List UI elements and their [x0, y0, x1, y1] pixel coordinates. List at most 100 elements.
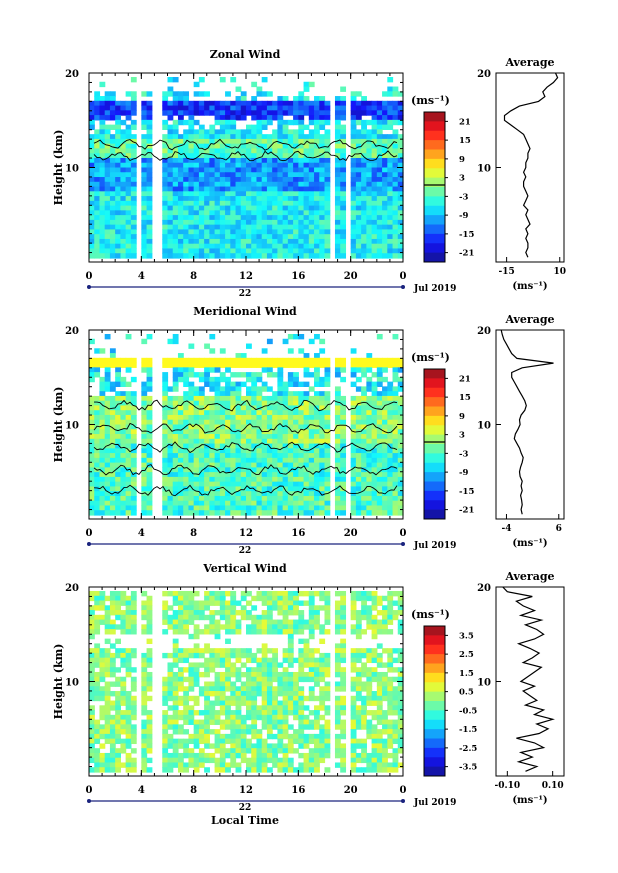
heatmap-cell: [272, 177, 278, 183]
heatmap-cell: [361, 700, 367, 706]
heatmap-cell: [272, 648, 278, 654]
heatmap-cell: [125, 410, 132, 416]
heatmap-cell: [183, 453, 190, 459]
heatmap-cell: [371, 595, 378, 602]
heatmap-cell: [89, 495, 95, 502]
heatmap-cell: [240, 148, 247, 154]
heatmap-cell: [209, 100, 216, 107]
heatmap-cell: [319, 700, 326, 706]
heatmap-cell: [177, 419, 184, 426]
heatmap-cell: [392, 676, 399, 683]
heatmap-cell: [314, 614, 320, 621]
heatmap-cell: [146, 100, 153, 107]
heatmap-cell: [99, 391, 106, 397]
heatmap-cell: [366, 676, 373, 683]
heatmap-cell: [219, 167, 226, 173]
heatmap-cell: [293, 143, 299, 150]
heatmap-cell: [392, 219, 399, 226]
heatmap-cell: [334, 153, 341, 159]
heatmap-cell: [303, 86, 310, 92]
heatmap-cell: [246, 177, 252, 183]
heatmap-cell: [120, 591, 127, 597]
heatmap-cell: [272, 391, 278, 397]
heatmap-cell: [392, 91, 399, 97]
heatmap-cell: [172, 138, 179, 145]
heatmap-cell: [350, 414, 357, 421]
heatmap-cell: [324, 243, 331, 250]
heatmap-cell: [287, 162, 294, 169]
heatmap-cell: [282, 714, 289, 721]
heatmap-cell: [104, 510, 111, 516]
heatmap-cell: [120, 405, 127, 411]
heatmap-cell: [94, 191, 101, 197]
heatmap-cell: [355, 648, 362, 654]
heatmap-cell: [293, 510, 299, 516]
heatmap-cell: [183, 196, 190, 202]
heatmap-cell: [287, 681, 294, 687]
heatmap-cell: [324, 667, 331, 673]
heatmap-cell: [109, 143, 116, 150]
heatmap-cell: [251, 676, 258, 683]
heatmap-cell: [298, 614, 305, 621]
heatmap-cell: [89, 105, 95, 111]
heatmap-cell: [272, 629, 278, 635]
heatmap-cell: [177, 186, 184, 192]
heatmap-cell: [204, 362, 210, 368]
heatmap-cell: [340, 405, 347, 411]
heatmap-cell: [392, 157, 399, 164]
heatmap-cell: [397, 167, 404, 173]
heatmap-cell: [214, 462, 221, 468]
heatmap-cell: [371, 234, 378, 240]
heatmap-cell: [340, 434, 347, 440]
heatmap-cell: [104, 491, 111, 497]
heatmap-cell: [272, 419, 278, 426]
heatmap-cell: [246, 710, 252, 716]
heatmap-cell: [130, 710, 137, 716]
heatmap-cell: [104, 162, 111, 169]
heatmap-cell: [130, 410, 137, 416]
heatmap-cell: [308, 253, 315, 259]
heatmap-cell: [146, 419, 153, 426]
heatmap-cell: [314, 381, 320, 387]
heatmap-cell: [183, 434, 190, 440]
heatmap-cell: [314, 234, 320, 240]
heatmap-cell: [104, 186, 111, 192]
heatmap-cell: [172, 662, 179, 668]
heatmap-cell: [141, 200, 148, 207]
heatmap-cell: [371, 462, 378, 468]
heatmap-cell: [240, 243, 247, 250]
heatmap-cell: [261, 491, 268, 497]
heatmap-cell: [251, 219, 258, 226]
heatmap-cell: [235, 196, 242, 202]
heatmap-cell: [287, 134, 294, 140]
heatmap-cell: [287, 495, 294, 502]
heatmap-cell: [177, 700, 184, 706]
heatmap-cell: [287, 662, 294, 668]
heatmap-cell: [167, 434, 174, 440]
heatmap-cell: [371, 600, 378, 606]
heatmap-cell: [361, 595, 367, 602]
heatmap-cell: [392, 443, 399, 449]
heatmap-cell: [361, 229, 367, 235]
heatmap-cell: [120, 686, 127, 692]
heatmap-cell: [397, 238, 404, 245]
heatmap-cell: [198, 429, 205, 435]
heatmap-cell: [397, 462, 404, 468]
heatmap-cell: [193, 671, 200, 678]
heatmap-cell: [261, 662, 268, 668]
heatmap-cell: [120, 391, 127, 397]
heatmap-cell: [230, 181, 237, 188]
heatmap-cell: [256, 467, 263, 473]
heatmap-cell: [261, 210, 268, 216]
heatmap-cell: [120, 467, 127, 473]
heatmap-cell: [225, 362, 231, 368]
heatmap-cell: [109, 591, 116, 597]
heatmap-cell: [219, 429, 226, 435]
heatmap-cell: [293, 381, 299, 387]
heatmap-cell: [198, 243, 205, 250]
heatmap-cell: [246, 196, 252, 202]
heatmap-cell: [94, 691, 101, 697]
heatmap-cell: [198, 710, 205, 716]
heatmap-cell: [204, 667, 210, 673]
heatmap-cell: [130, 229, 137, 235]
